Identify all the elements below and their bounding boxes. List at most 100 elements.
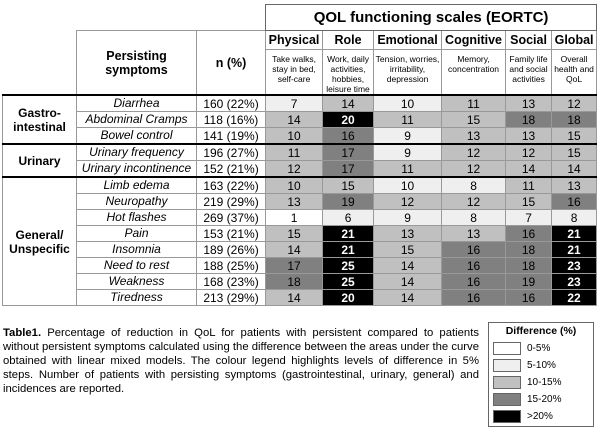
legend-label: 0-5% — [527, 343, 551, 354]
symptom: Tiredness — [76, 289, 197, 306]
value-cell: 21 — [322, 225, 375, 242]
value-cell: 19 — [322, 193, 375, 210]
n-count: 153 (21%) — [195, 225, 267, 242]
data-row: Neuropathy 219 (29%) 13 19 12 12 15 16 — [3, 193, 598, 210]
n-count: 269 (37%) — [195, 209, 267, 226]
value-cell: 15 — [441, 111, 507, 128]
data-row: Tiredness 213 (29%) 14 20 14 16 16 22 — [3, 289, 598, 306]
value-cell: 15 — [505, 193, 553, 210]
value-cell: 16 — [441, 273, 507, 290]
value-cell: 23 — [551, 257, 598, 274]
blank — [2, 30, 77, 95]
legend-item: 15-20% — [493, 392, 589, 407]
value-cell: 16 — [551, 193, 598, 210]
value-cell: 14 — [322, 94, 375, 112]
legend-item: 5-10% — [493, 358, 589, 373]
value-cell: 8 — [441, 176, 507, 194]
value-cell: 10 — [373, 176, 443, 194]
value-cell: 13 — [505, 127, 553, 145]
value-cell: 15 — [322, 176, 375, 194]
value-cell: 10 — [373, 94, 443, 112]
symptom: Weakness — [76, 273, 197, 290]
value-cell: 7 — [265, 94, 324, 112]
value-cell: 11 — [373, 160, 443, 178]
data-row: Weakness 168 (23%) 18 25 14 16 19 23 — [3, 273, 598, 290]
n-count: 196 (27%) — [195, 143, 267, 161]
symptom: Diarrhea — [76, 94, 197, 112]
scale-description: Tension, worries, irritability, depressi… — [373, 49, 443, 96]
scale-description: Family life and social activities — [505, 49, 553, 96]
value-cell: 12 — [551, 94, 598, 112]
scale-description: Take walks, stay in bed, self-care — [265, 49, 324, 96]
symptom: Limb edema — [76, 176, 197, 194]
n-count: 118 (16%) — [195, 111, 267, 128]
value-cell: 13 — [441, 127, 507, 145]
qol-table: QOL functioning scales (EORTC) Persisting… — [2, 4, 598, 306]
value-cell: 14 — [265, 111, 324, 128]
legend-label: 15-20% — [527, 394, 562, 405]
value-cell: 14 — [373, 257, 443, 274]
symptom-header: Persisting symptoms — [76, 30, 197, 96]
value-cell: 21 — [551, 241, 598, 258]
blank — [3, 5, 266, 31]
scale-name: Physical — [265, 30, 324, 50]
value-cell: 13 — [441, 225, 507, 242]
symptom: Pain — [76, 225, 197, 242]
legend-swatch — [493, 410, 521, 423]
n-count: 141 (19%) — [195, 127, 267, 145]
value-cell: 11 — [441, 94, 507, 112]
n-count: 219 (29%) — [195, 193, 267, 210]
value-cell: 16 — [441, 257, 507, 274]
symptom: Neuropathy — [76, 193, 197, 210]
value-cell: 16 — [322, 127, 375, 145]
legend-label: 5-10% — [527, 360, 556, 371]
scale-name: Social — [505, 30, 553, 50]
n-count: 163 (22%) — [195, 176, 267, 194]
symptom: Need to rest — [76, 257, 197, 274]
value-cell: 11 — [505, 176, 553, 194]
caption: Table1. Percentage of reduction in QoL f… — [3, 326, 479, 396]
value-cell: 17 — [322, 160, 375, 178]
value-cell: 13 — [373, 225, 443, 242]
scale-name: Emotional — [373, 30, 443, 50]
value-cell: 12 — [441, 193, 507, 210]
n-count: 189 (26%) — [195, 241, 267, 258]
value-cell: 13 — [505, 94, 553, 112]
value-cell: 15 — [551, 127, 598, 145]
value-cell: 16 — [441, 289, 507, 306]
header-row: QOL functioning scales (EORTC) — [3, 4, 598, 31]
value-cell: 21 — [322, 241, 375, 258]
value-cell: 17 — [265, 257, 324, 274]
legend-swatch — [493, 342, 521, 355]
data-row: Insomnia 189 (26%) 14 21 15 16 18 21 — [3, 241, 598, 258]
value-cell: 10 — [265, 127, 324, 145]
value-cell: 20 — [322, 111, 375, 128]
legend-item: 10-15% — [493, 375, 589, 390]
value-cell: 23 — [551, 273, 598, 290]
value-cell: 14 — [265, 241, 324, 258]
data-row: Bowel control 141 (19%) 10 16 9 13 13 15 — [3, 127, 598, 145]
symptom: Insomnia — [76, 241, 197, 258]
value-cell: 14 — [551, 160, 598, 178]
legend-label: >20% — [527, 411, 553, 422]
group-name: Urinary — [2, 143, 77, 178]
symptom: Hot flashes — [76, 209, 197, 226]
data-row: General/ Unspecific Limb edema 163 (22%) 10… — [2, 176, 598, 306]
group-name: General/ Unspecific — [2, 176, 77, 306]
value-cell: 9 — [373, 209, 443, 226]
scale-description: Overall health and QoL — [551, 49, 598, 96]
data-row: Need to rest 188 (25%) 17 25 14 16 18 23 — [3, 257, 598, 274]
n-count: 160 (22%) — [195, 94, 267, 112]
legend: Difference (%) 0-5% 5-10% 10-15% 15-20% >20% — [488, 322, 594, 427]
value-cell: 14 — [373, 289, 443, 306]
value-cell: 17 — [322, 143, 375, 161]
symptom: Urinary incontinence — [76, 160, 197, 178]
data-row: Urinary incontinence 152 (21%) 12 17 11 12 14 1… — [3, 160, 598, 178]
value-cell: 12 — [265, 160, 324, 178]
value-cell: 18 — [551, 111, 598, 128]
value-cell: 1 — [265, 209, 324, 226]
value-cell: 18 — [505, 257, 553, 274]
data-row: Gastro-intestinal Diarrhea 160 (22%) 7 14 10 1… — [2, 94, 598, 145]
value-cell: 13 — [551, 176, 598, 194]
